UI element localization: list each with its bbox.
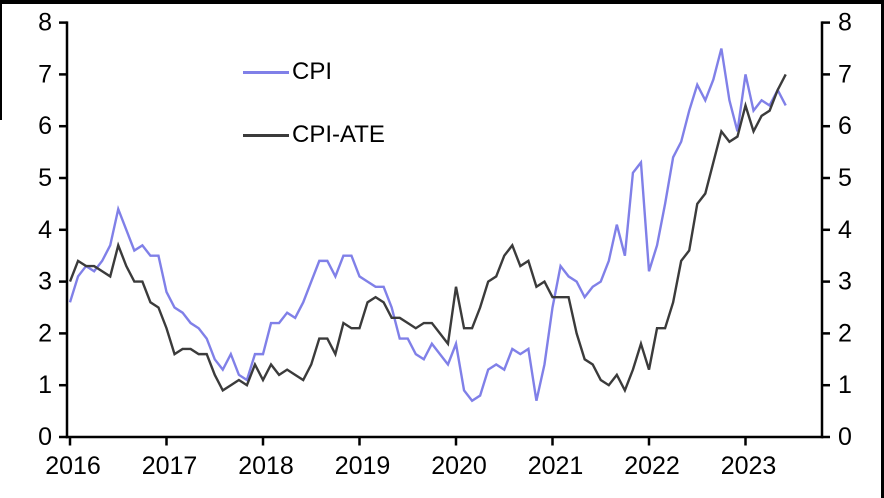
frame-border-right (881, 0, 884, 498)
x-axis-tick-label: 2021 (528, 452, 584, 480)
y-axis-left-tick-label: 2 (38, 319, 52, 347)
x-axis-tick-label: 2016 (45, 452, 101, 480)
cpi-series-line (68, 48, 787, 403)
y-axis-left-tick-label: 5 (38, 164, 52, 192)
cpi-line-swatch (243, 70, 289, 74)
y-axis-right-tick-label: 8 (838, 9, 852, 37)
y-axis-left-tick-label: 3 (38, 268, 52, 296)
y-axis-right-tick-label: 2 (838, 319, 852, 347)
y-axis-left-tick-label: 7 (38, 60, 52, 88)
x-axis-tick-label: 2023 (721, 452, 777, 480)
y-axis-left-tick-label: 6 (38, 112, 52, 140)
cpi-ate-line-swatch (243, 133, 289, 137)
axes: 0 0 1 1 2 2 3 3 4 4 5 5 6 6 7 7 8 8 2016 2017 2018 2019 2020 20… (38, 9, 852, 480)
x-axis-tick-label: 2017 (142, 452, 198, 480)
legend-label-cpi-ate: CPI-ATE (292, 121, 385, 148)
x-axis-tick-label: 2022 (624, 452, 680, 480)
y-axis-right-tick-label: 0 (838, 423, 852, 451)
y-axis-right-tick-label: 6 (838, 112, 852, 140)
y-axis-right-tick-label: 5 (838, 164, 852, 192)
y-axis-right-tick-label: 1 (838, 371, 852, 399)
y-axis-left-tick-label: 0 (38, 423, 52, 451)
y-axis-right-tick-label: 7 (838, 60, 852, 88)
legend-label-cpi: CPI (292, 58, 333, 85)
x-axis-tick-label: 2018 (238, 452, 294, 480)
y-axis-right-tick-label: 4 (838, 216, 852, 244)
y-axis-right-tick-label: 3 (838, 268, 852, 296)
legend-item-cpi: CPI (243, 59, 332, 85)
cpi-ate-series-line (68, 73, 787, 394)
x-axis-tick-label: 2020 (431, 452, 487, 480)
y-axis-left-tick-label: 8 (38, 9, 52, 37)
legend-item-cpi-ate: CPI-ATE (243, 122, 385, 148)
x-axis-tick-label: 2019 (335, 452, 391, 480)
y-axis-left-tick-label: 4 (38, 216, 52, 244)
y-axis-left-tick-label: 1 (38, 371, 52, 399)
frame-border-top (0, 0, 884, 4)
frame-border-left (0, 0, 2, 120)
